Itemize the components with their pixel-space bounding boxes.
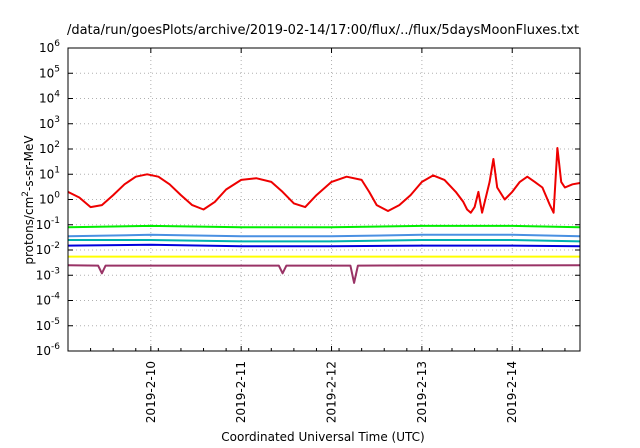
y-tick-label: 10-3 [36,266,60,282]
x-tick-label: 2019-2-13 [415,361,429,423]
series-line-4 [68,239,581,243]
x-axis-label: Coordinated Universal Time (UTC) [221,430,424,444]
y-tick-label: 101 [39,165,60,181]
y-tick-label: 106 [39,39,60,55]
series-line-1 [67,147,581,214]
y-axis-label-sup: 2 [21,191,31,197]
y-tick-label: 102 [39,140,60,156]
y-tick-label: 10-6 [36,342,61,358]
y-tick-label: 10-1 [36,216,60,232]
series-line-2 [67,224,581,229]
series-line-7 [67,264,581,284]
x-tick-label: 2019-2-14 [505,361,519,423]
x-tick-label: 2019-2-10 [144,361,158,423]
y-tick-label: 104 [39,90,60,106]
series-layer [67,147,581,284]
y-tick-label: 10-2 [36,241,60,257]
y-axis-label: protons/cm2-s-sr-MeV [21,135,36,265]
series-line-5 [67,243,581,248]
y-tick-label: 10-4 [36,292,61,308]
chart-title: /data/run/goesPlots/archive/2019-02-14/1… [67,23,579,38]
grid [68,48,580,351]
y-tick-label: 105 [39,64,60,80]
y-axis-label-prefix: protons/cm [22,197,36,265]
series-line-3 [67,233,581,238]
x-tick-label: 2019-2-11 [234,361,248,423]
axis-ticks: 10-6 10-5 10-4 10-3 10-2 10-1 100 101 102 103 104 1… [36,39,580,423]
y-axis-label-suffix: -s-sr-MeV [22,135,36,191]
y-tick-label: 100 [39,191,60,207]
y-tick-label: 103 [39,115,60,131]
y-tick-label: 10-5 [36,317,60,333]
x-tick-label: 2019-2-12 [325,361,339,423]
